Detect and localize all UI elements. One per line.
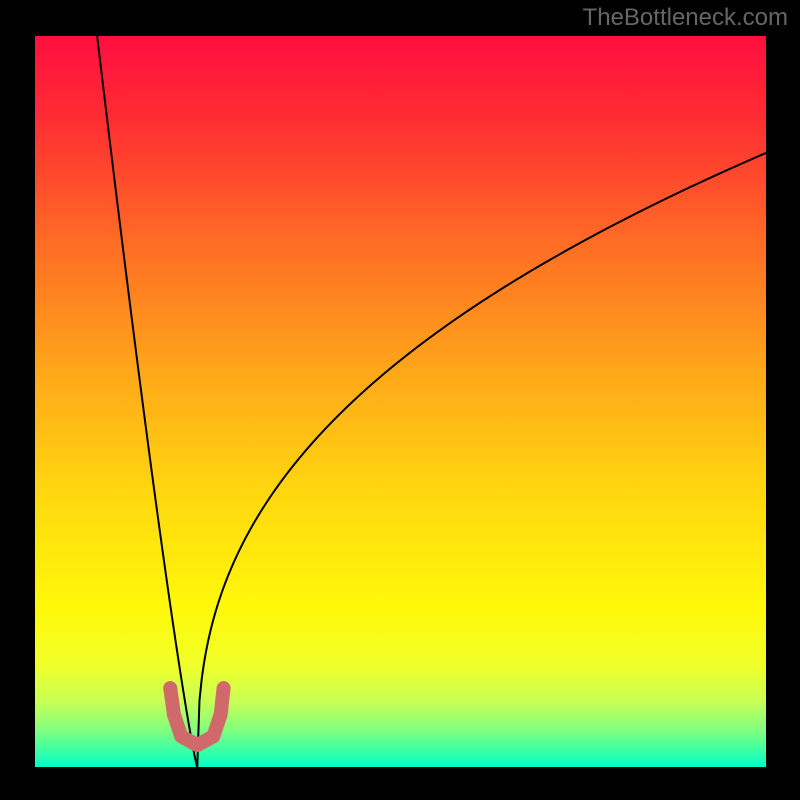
bottleneck-curve-chart: [0, 0, 800, 800]
watermark-text: TheBottleneck.com: [583, 4, 788, 32]
plot-area: [35, 36, 766, 767]
chart-container: TheBottleneck.com: [0, 0, 800, 800]
